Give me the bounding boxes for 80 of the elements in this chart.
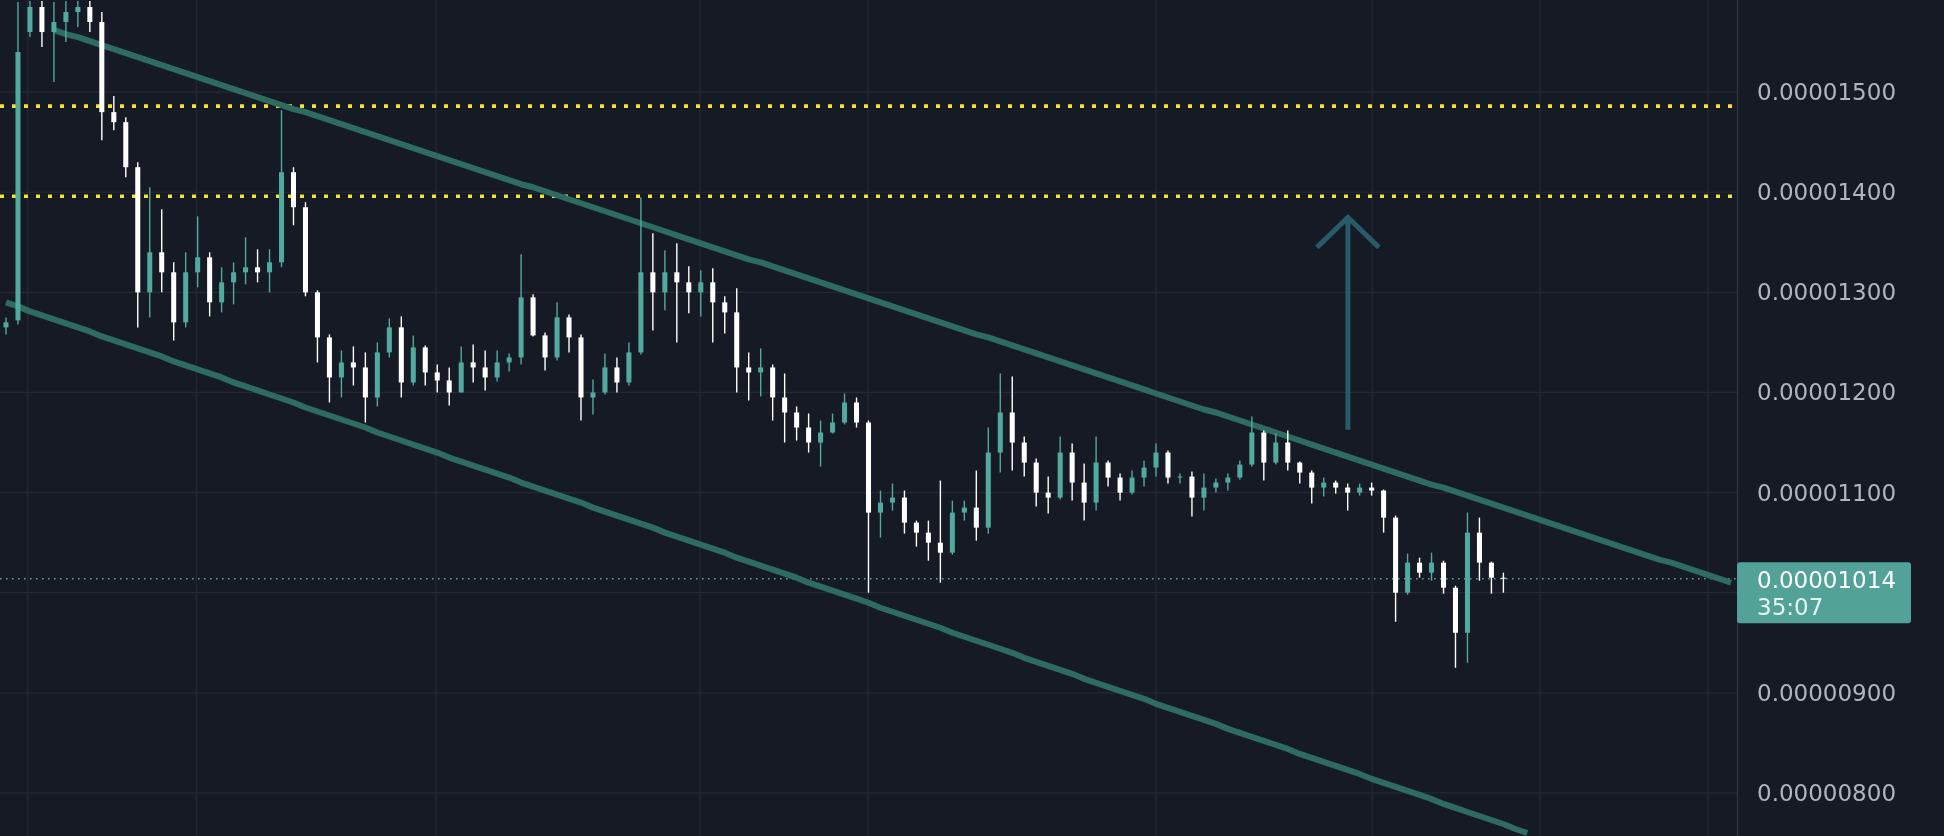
candlestick (1045, 475, 1051, 515)
candlestick (1309, 469, 1315, 505)
candlestick (590, 378, 596, 416)
candlestick (542, 331, 548, 372)
candlestick (794, 405, 800, 442)
candlestick (482, 349, 488, 392)
candlestick (1297, 460, 1303, 485)
candlestick (1153, 442, 1159, 478)
candlestick (842, 392, 848, 426)
candlestick (758, 347, 764, 398)
candlestick (63, 0, 69, 43)
candlestick (3, 316, 9, 336)
candlestick (925, 519, 931, 562)
candlestick (1225, 472, 1231, 492)
y-tick-label: 0.00001300 (1757, 279, 1897, 306)
candlestick (1285, 429, 1291, 472)
candlestick (710, 267, 716, 344)
text: 35:07 (1757, 593, 1824, 620)
candlestick (1321, 476, 1327, 498)
candlestick (961, 499, 967, 522)
y-tick-label: 0.00000900 (1757, 679, 1897, 706)
candlestick (470, 343, 476, 384)
candlestick (877, 489, 883, 539)
candlestick (1141, 459, 1147, 488)
candlestick (506, 352, 512, 373)
candlestick (243, 236, 249, 286)
candlestick (1500, 571, 1506, 594)
candlestick (1201, 472, 1207, 512)
candlestick (267, 248, 273, 294)
candlestick (75, 0, 81, 28)
candlestick (1117, 472, 1123, 502)
candlestick (674, 242, 680, 344)
candlestick (722, 295, 728, 335)
candlestick (255, 248, 261, 284)
candlestick (854, 396, 860, 429)
candlestick (698, 269, 704, 318)
candlestick (806, 412, 812, 454)
candlestick (662, 249, 668, 312)
candlestick (1021, 435, 1027, 478)
candlestick (566, 313, 572, 354)
candlestick (111, 95, 117, 131)
candlestick (614, 356, 620, 394)
candlestick (1417, 556, 1423, 579)
candlestick (1081, 462, 1087, 522)
candlestick (1129, 469, 1135, 496)
candlestick (830, 412, 836, 435)
candlestick (494, 349, 500, 383)
candlestick (746, 351, 752, 402)
candlestick (1189, 470, 1195, 518)
y-tick-label: 0.00001100 (1757, 479, 1897, 506)
candlestick (231, 261, 237, 306)
y-tick-label: 0.00001400 (1757, 179, 1897, 206)
candlestick (159, 208, 165, 294)
candlestick (338, 349, 344, 399)
y-tick-label: 0.00001200 (1757, 379, 1897, 406)
candlestick (818, 419, 824, 468)
y-tick-label: 0.00000800 (1757, 779, 1897, 806)
candlestick (937, 479, 943, 584)
candlestick (686, 265, 692, 315)
candlestick (350, 345, 356, 387)
candlestick (1177, 472, 1183, 485)
candlestick (913, 519, 919, 548)
candlestick (973, 469, 979, 542)
candlestick (434, 363, 440, 394)
y-tick-label: 0.00001500 (1757, 79, 1897, 106)
candlestick (889, 482, 895, 512)
candlestick (1488, 560, 1494, 595)
candlestick (51, 1, 57, 83)
candlestick (1273, 432, 1279, 466)
candlestick (87, 0, 93, 33)
candlestick (650, 232, 656, 332)
candlestick (1213, 477, 1219, 494)
candlestick (219, 266, 225, 314)
candlestick (1105, 459, 1111, 488)
candlestick (195, 215, 201, 289)
candlestick (1237, 459, 1243, 481)
candlestick (782, 372, 788, 444)
candlestick (1345, 482, 1351, 512)
ref-line-label: 0.00001014 (1757, 566, 1897, 593)
candlestick (446, 366, 452, 407)
